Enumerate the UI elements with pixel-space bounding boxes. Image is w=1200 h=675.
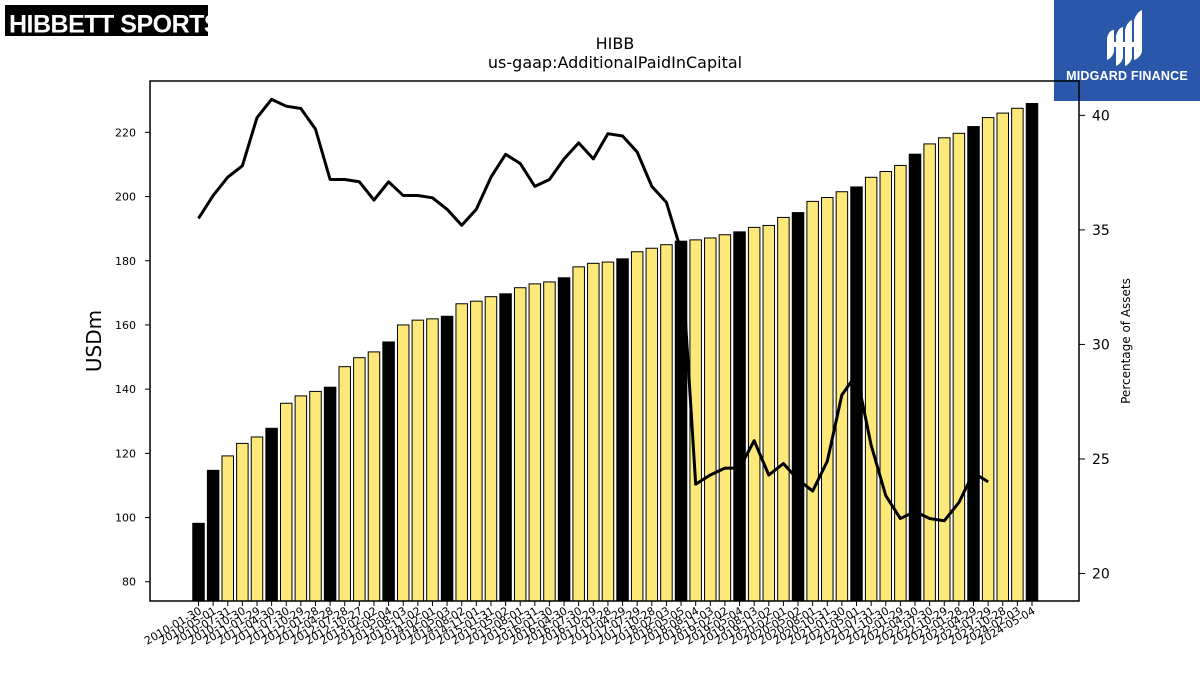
bar-2020-08-01 bbox=[806, 200, 819, 602]
y-tick-label: 180 bbox=[115, 255, 136, 268]
bar-2022-10-29 bbox=[938, 137, 951, 602]
x-axis: 2010-01-302010-05-012010-07-312010-10-30… bbox=[142, 601, 1038, 648]
bar-2021-07-31 bbox=[864, 176, 878, 602]
bar-2016-10-29 bbox=[587, 262, 600, 602]
bar-2012-01-28 bbox=[309, 390, 322, 602]
midgard-logo-icon bbox=[1107, 10, 1142, 66]
bar-2012-10-27 bbox=[353, 357, 366, 602]
bar-2017-07-29 bbox=[630, 251, 644, 602]
bar-2017-04-29 bbox=[616, 258, 629, 602]
y2-tick-label: 25 bbox=[1092, 452, 1110, 468]
bar-2010-01-30 bbox=[192, 522, 205, 602]
bar-2014-11-01 bbox=[470, 300, 483, 602]
bar-2014-05-03 bbox=[440, 315, 454, 602]
registered-mark: ® bbox=[220, 11, 228, 23]
percent-of-assets-line bbox=[197, 97, 989, 523]
y-tick-label: 80 bbox=[122, 576, 136, 589]
bar-2022-07-30 bbox=[923, 143, 936, 602]
bar-2021-10-30 bbox=[879, 171, 893, 602]
bar-2010-07-31 bbox=[221, 455, 234, 602]
y-tick-label: 140 bbox=[115, 383, 136, 396]
bar-2013-08-03 bbox=[396, 324, 410, 602]
brand-right-text: MIDGARD FINANCE bbox=[1066, 69, 1188, 83]
bar-2019-11-02 bbox=[762, 224, 776, 602]
bar-2023-01-28 bbox=[952, 132, 966, 602]
y2-axis-label: Percentage of Assets bbox=[1119, 278, 1133, 404]
bar-2024-05-04 bbox=[1025, 102, 1039, 602]
midgard-finance-logo: MIDGARD FINANCE bbox=[1054, 0, 1200, 101]
plot-frame bbox=[149, 80, 1080, 602]
brand-left-text: HIBBETT SPORTS bbox=[9, 10, 221, 39]
bar-2020-05-02 bbox=[791, 212, 805, 602]
bar-2024-02-03 bbox=[1011, 107, 1024, 602]
bar-2012-07-28 bbox=[338, 366, 351, 602]
bar-2023-04-29 bbox=[967, 126, 980, 602]
bar-2019-02-02 bbox=[718, 234, 732, 602]
bar-2020-10-31 bbox=[821, 197, 834, 602]
bar-2011-07-30 bbox=[279, 402, 293, 602]
line-layer bbox=[197, 97, 989, 523]
bar-2015-08-01 bbox=[513, 287, 527, 602]
y2-tick-label: 30 bbox=[1092, 337, 1110, 353]
bar-2014-02-01 bbox=[426, 318, 439, 602]
bar-2022-04-30 bbox=[908, 153, 922, 602]
bar-2013-05-04 bbox=[382, 341, 395, 602]
bar-2022-01-29 bbox=[894, 164, 907, 602]
bar-2023-07-29 bbox=[981, 117, 995, 602]
bar-2010-05-01 bbox=[206, 469, 220, 602]
bar-2011-10-29 bbox=[294, 395, 308, 602]
y-tick-label: 160 bbox=[115, 319, 136, 332]
bar-2013-11-02 bbox=[411, 319, 425, 602]
bar-2012-04-28 bbox=[323, 386, 337, 602]
bar-2016-07-30 bbox=[572, 266, 585, 602]
bar-2013-02-02 bbox=[367, 351, 381, 602]
bar-2014-08-02 bbox=[455, 303, 468, 602]
y-axis-label: USDm bbox=[82, 310, 106, 372]
y-tick-label: 220 bbox=[115, 126, 136, 139]
chart-title: HIBB bbox=[596, 34, 635, 53]
hibbett-sports-logo: HIBBETT SPORTS® bbox=[5, 5, 228, 38]
left-axis: 80 100 120 140 160 180 200 220 bbox=[115, 126, 150, 589]
bar-2016-04-30 bbox=[557, 277, 571, 602]
bar-2011-04-30 bbox=[265, 427, 278, 602]
bar-2020-02-01 bbox=[777, 216, 790, 602]
y-tick-label: 200 bbox=[115, 191, 136, 204]
bar-2015-10-31 bbox=[528, 283, 542, 602]
bar-2019-08-03 bbox=[747, 226, 761, 602]
bar-2018-11-03 bbox=[704, 237, 717, 602]
bar-2015-01-31 bbox=[484, 296, 498, 602]
chart-subtitle: us-gaap:AdditionalPaidInCapital bbox=[488, 53, 742, 72]
bar-2010-10-30 bbox=[236, 442, 249, 602]
bar-2016-01-30 bbox=[543, 281, 556, 602]
bar-2011-01-29 bbox=[250, 436, 264, 602]
bar-2018-02-03 bbox=[660, 244, 673, 602]
bar-2017-10-28 bbox=[645, 247, 659, 602]
bar-2019-05-04 bbox=[733, 231, 746, 602]
bars-layer bbox=[192, 102, 1039, 602]
bar-2023-10-28 bbox=[996, 112, 1009, 602]
y2-tick-label: 35 bbox=[1092, 223, 1110, 239]
bar-2015-05-02 bbox=[499, 293, 512, 602]
y-tick-label: 120 bbox=[115, 447, 136, 460]
bar-2017-01-28 bbox=[601, 261, 615, 602]
y-tick-label: 100 bbox=[115, 512, 136, 525]
y2-tick-label: 20 bbox=[1092, 567, 1110, 583]
right-axis: 20 25 30 35 40 bbox=[1079, 108, 1110, 583]
y2-tick-label: 40 bbox=[1092, 108, 1110, 124]
